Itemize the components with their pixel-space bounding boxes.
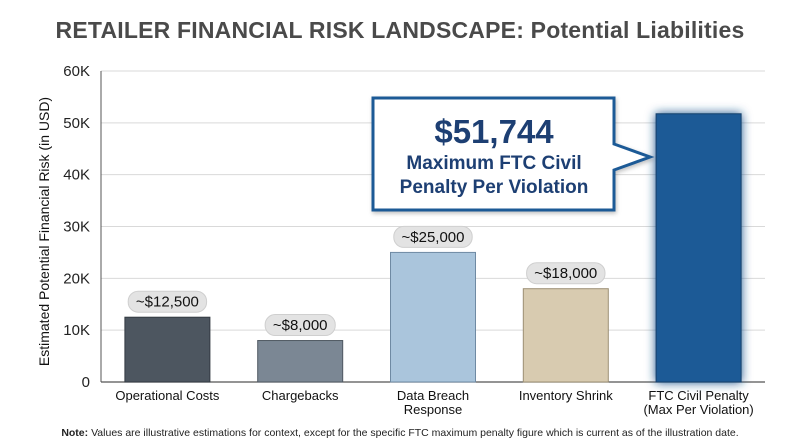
data-label-pill <box>393 225 473 248</box>
x-tick-label: Inventory Shrink <box>519 388 613 403</box>
footnote-text: Values are illustrative estimations for … <box>91 427 739 439</box>
footnote-label: Note: <box>61 427 89 439</box>
bar <box>390 251 476 383</box>
data-label-pill <box>526 262 606 285</box>
y-tick-label: 20K <box>63 270 90 287</box>
callout-amount: $51,744 <box>434 113 554 150</box>
y-tick-label: 60K <box>63 63 90 80</box>
x-tick-label: Chargebacks <box>262 388 339 403</box>
axes: 0 10K 20K 30K 40K 50K 60K Estimated Potential F… <box>36 63 765 417</box>
x-tick-label: Response <box>404 402 463 417</box>
bar <box>655 113 742 383</box>
data-label: ~$12,500 <box>136 294 199 311</box>
chart-title-sub: Potential Liabilities <box>530 17 745 43</box>
y-tick-label: 50K <box>63 115 90 132</box>
bar <box>522 288 609 383</box>
data-label: ~$8,000 <box>273 317 328 334</box>
y-tick-label: 10K <box>63 322 90 339</box>
y-tick-label: 30K <box>63 219 90 236</box>
bar <box>124 316 211 383</box>
data-label: ~$25,000 <box>402 229 465 246</box>
x-tick-label: (Max Per Violation) <box>643 402 753 417</box>
x-tick-label: FTC Civil Penalty <box>648 388 749 403</box>
ftc-callout: $51,744 Maximum FTC Civil Penalty Per Vi… <box>371 96 655 212</box>
data-label-pill <box>127 290 208 313</box>
y-tick-label: 0 <box>82 374 90 391</box>
bar <box>257 340 344 383</box>
callout-box <box>371 96 655 212</box>
y-tick-label: 40K <box>63 167 90 184</box>
callout-line2: Penalty Per Violation <box>400 177 589 198</box>
data-labels: ~$12,500 ~$8,000 ~$25,000 ~$18,000 <box>127 225 606 337</box>
x-tick-label: Data Breach <box>397 388 469 403</box>
callout-line1: Maximum FTC Civil <box>406 153 581 174</box>
chart-title: RETAILER FINANCIAL RISK LANDSCAPE: Poten… <box>0 17 800 44</box>
bars <box>124 113 742 383</box>
chart-title-main: RETAILER FINANCIAL RISK LANDSCAPE: <box>55 17 525 43</box>
data-label: ~$18,000 <box>534 265 597 282</box>
data-label-pill <box>264 314 336 337</box>
footnote: Note: Values are illustrative estimation… <box>0 427 800 439</box>
y-axis-title: Estimated Potential Financial Risk (in U… <box>36 97 52 366</box>
x-tick-label: Operational Costs <box>115 388 220 403</box>
